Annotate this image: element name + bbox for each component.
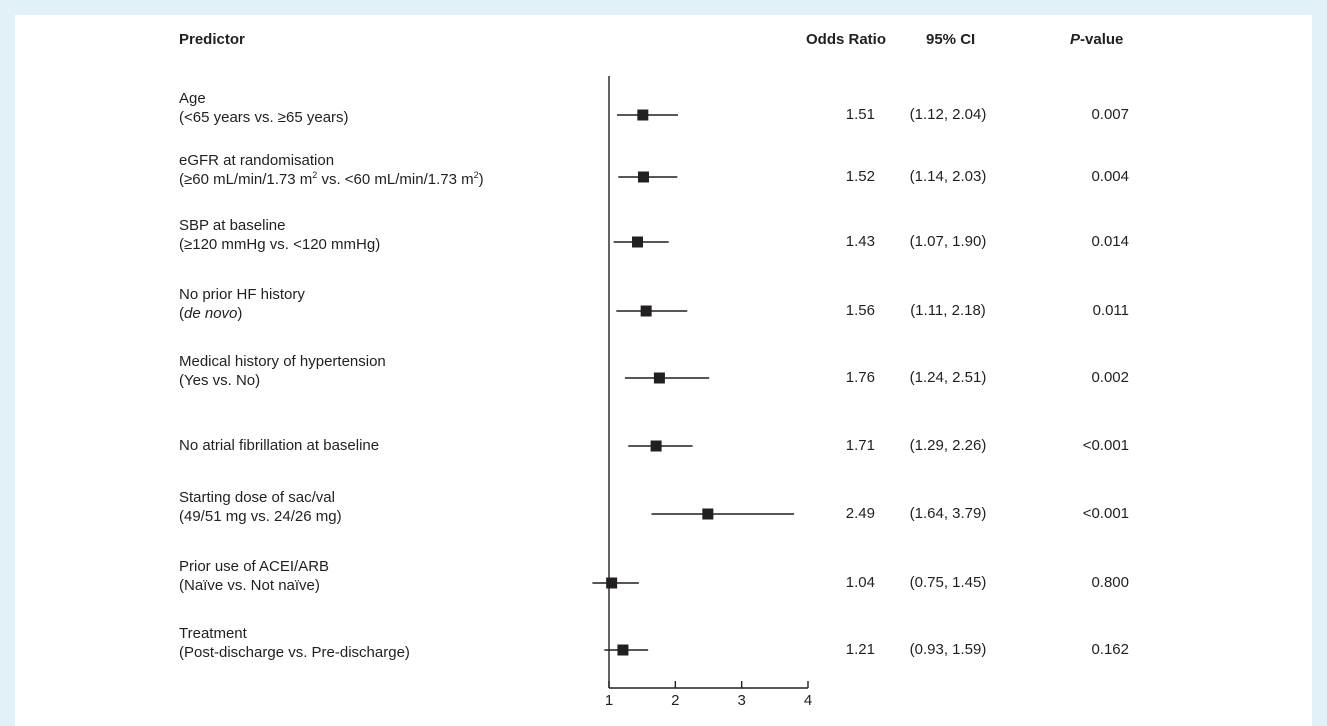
ci-value: (1.24, 2.51)	[909, 369, 987, 386]
predictor-label: Medical history of hypertension (Yes vs. …	[179, 352, 386, 390]
comparison-text: )	[478, 171, 484, 188]
predictor-comparison: (<65 years vs. ≥65 years)	[179, 108, 349, 127]
predictor-name: eGFR at randomisation	[179, 152, 335, 169]
comparison-italic: de novo	[184, 305, 238, 322]
x-tick-label: 3	[737, 692, 745, 709]
point-estimate-marker	[637, 171, 649, 183]
p-value: <0.001	[1082, 437, 1129, 454]
comparison-text: vs. <60 mL/min/1.73 m	[317, 171, 474, 188]
predictor-name: Medical history of hypertension	[179, 353, 386, 370]
header-predictor: Predictor	[179, 31, 245, 48]
comparison-text: (<65 years vs. ≥65 years)	[179, 109, 349, 126]
odds-ratio-value: 1.56	[845, 302, 875, 319]
ci-value: (1.29, 2.26)	[909, 437, 987, 454]
predictor-name: No atrial fibrillation at baseline	[179, 437, 380, 454]
predictor-comparison: (≥120 mmHg vs. <120 mmHg)	[179, 235, 380, 254]
point-estimate-marker	[606, 577, 618, 589]
point-estimate-marker	[640, 305, 652, 317]
comparison-text: (Yes vs. No)	[179, 372, 261, 389]
predictor-name: Treatment	[179, 625, 247, 642]
p-value: 0.800	[1091, 574, 1129, 591]
odds-ratio-value: 1.52	[845, 168, 875, 185]
comparison-text: (49/51 mg vs. 24/26 mg)	[179, 508, 342, 525]
predictor-comparison: (49/51 mg vs. 24/26 mg)	[179, 507, 342, 526]
predictor-label: Treatment (Post-discharge vs. Pre-dischar…	[179, 624, 410, 662]
odds-ratio-value: 2.49	[845, 505, 875, 522]
predictor-label: No prior HF history (de novo)	[179, 285, 305, 323]
predictor-label: No atrial fibrillation at baseline	[179, 436, 379, 455]
ci-value: (1.11, 2.18)	[910, 302, 986, 319]
point-estimate-marker	[632, 236, 644, 248]
odds-ratio-value: 1.51	[845, 106, 875, 123]
point-estimate-marker	[702, 508, 714, 520]
p-value: <0.001	[1082, 505, 1129, 522]
predictor-name: Age	[179, 90, 206, 107]
ci-value: (1.64, 3.79)	[909, 505, 987, 522]
x-tick-label: 2	[671, 692, 679, 709]
figure-panel	[15, 15, 1312, 726]
superscript: 2	[473, 170, 479, 180]
predictor-comparison: (Naïve vs. Not naïve)	[179, 576, 329, 595]
predictor-label: Age (<65 years vs. ≥65 years)	[179, 89, 349, 127]
point-estimate-marker	[637, 109, 649, 121]
odds-ratio-value: 1.76	[845, 369, 875, 386]
header-p-italic: P	[1070, 31, 1081, 48]
p-value: 0.011	[1092, 302, 1129, 319]
ci-value: (1.07, 1.90)	[909, 233, 987, 250]
comparison-text: (Naïve vs. Not naïve)	[179, 577, 320, 594]
header-odds-ratio: Odds Ratio	[806, 31, 887, 48]
p-value: 0.014	[1091, 233, 1129, 250]
p-value: 0.007	[1091, 106, 1129, 123]
odds-ratio-value: 1.04	[845, 574, 875, 591]
point-estimate-marker	[617, 644, 629, 656]
comparison-text: (≥120 mmHg vs. <120 mmHg)	[179, 236, 381, 253]
odds-ratio-value: 1.71	[845, 437, 875, 454]
ci-value: (0.93, 1.59)	[909, 641, 987, 658]
point-estimate-marker	[650, 440, 662, 452]
predictor-label: Starting dose of sac/val (49/51 mg vs. 24…	[179, 488, 342, 526]
predictor-label: Prior use of ACEI/ARB (Naïve vs. Not naïv…	[179, 557, 329, 595]
ci-value: (0.75, 1.45)	[909, 574, 987, 591]
odds-ratio-value: 1.43	[845, 233, 875, 250]
x-tick-label: 1	[605, 692, 613, 709]
p-value: 0.004	[1091, 168, 1129, 185]
predictor-label: eGFR at randomisation (≥60 mL/min/1.73 m2…	[179, 151, 484, 189]
header-p-rest: -value	[1080, 31, 1124, 48]
predictor-comparison: (Yes vs. No)	[179, 371, 386, 390]
predictor-name: Starting dose of sac/val	[179, 489, 335, 506]
superscript: 2	[312, 170, 318, 180]
predictor-label: SBP at baseline (≥120 mmHg vs. <120 mmHg)	[179, 216, 380, 254]
point-estimate-marker	[653, 372, 665, 384]
header-p-value: P-value	[1070, 31, 1123, 48]
predictor-name: SBP at baseline	[179, 217, 286, 234]
comparison-text: (≥60 mL/min/1.73 m	[179, 171, 313, 188]
comparison-text: (	[179, 305, 184, 322]
comparison-text: (Post-discharge vs. Pre-discharge)	[179, 644, 410, 661]
odds-ratio-value: 1.21	[845, 641, 875, 658]
ci-value: (1.12, 2.04)	[909, 106, 987, 123]
predictor-comparison: (≥60 mL/min/1.73 m2 vs. <60 mL/min/1.73 …	[179, 170, 484, 189]
p-value: 0.002	[1091, 369, 1129, 386]
header-ci: 95% CI	[926, 31, 976, 48]
predictor-name: Prior use of ACEI/ARB	[179, 558, 330, 575]
x-tick-label: 4	[804, 692, 812, 709]
predictor-comparison: (de novo)	[179, 304, 305, 323]
predictor-name: No prior HF history	[179, 286, 305, 303]
predictor-comparison: (Post-discharge vs. Pre-discharge)	[179, 643, 410, 662]
comparison-text: )	[237, 305, 243, 322]
p-value: 0.162	[1091, 641, 1129, 658]
ci-value: (1.14, 2.03)	[909, 168, 987, 185]
